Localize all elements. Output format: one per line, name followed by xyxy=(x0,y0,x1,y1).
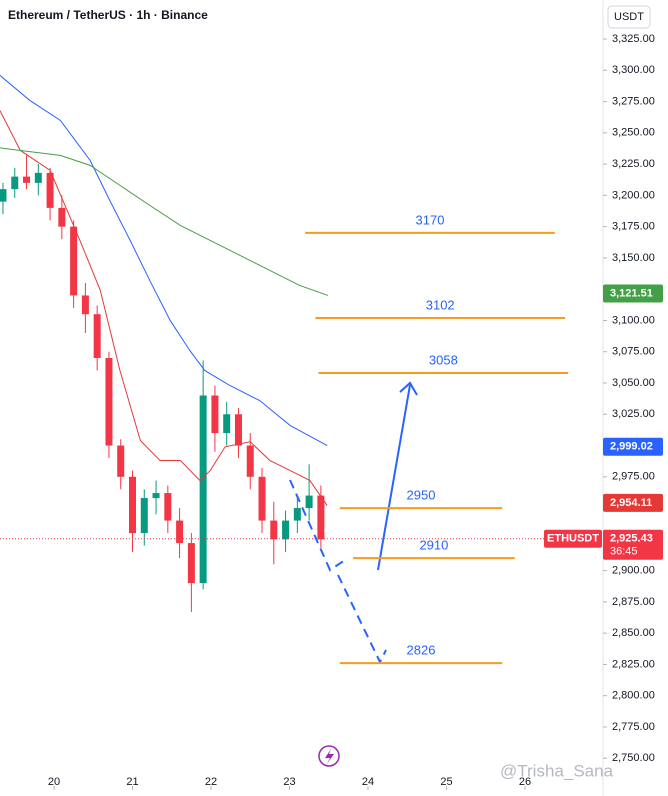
chart-title: Ethereum / TetherUS · 1h · Binance xyxy=(8,8,208,22)
candle-body xyxy=(46,172,54,208)
candle-body xyxy=(70,226,78,296)
candle-body xyxy=(128,476,136,534)
level-label: 3170 xyxy=(416,212,445,227)
y-tick-label: 2,875.00 xyxy=(612,596,655,608)
level-label: 2910 xyxy=(419,538,448,553)
candle-body xyxy=(234,414,242,446)
y-tick-label: 3,250.00 xyxy=(612,127,655,139)
last-price-label: 2,925.43 xyxy=(610,533,653,545)
candle-body xyxy=(93,314,101,358)
y-tick-label: 3,025.00 xyxy=(612,408,655,420)
last-price-tag xyxy=(603,529,663,560)
candle-body xyxy=(258,476,266,521)
moving-average-line xyxy=(0,147,329,296)
candle-body xyxy=(34,172,42,183)
symbol-tag xyxy=(544,529,602,548)
x-tick-label: 24 xyxy=(362,776,374,788)
candle-body xyxy=(117,445,125,477)
candle-body xyxy=(152,493,160,499)
y-tick-label: 2,775.00 xyxy=(612,721,655,733)
price-tag xyxy=(603,284,663,303)
y-tick-label: 3,175.00 xyxy=(612,221,655,233)
y-tick-label: 2,750.00 xyxy=(612,752,655,764)
x-tick-label: 20 xyxy=(48,776,60,788)
candle-body xyxy=(211,395,219,434)
y-tick-label: 2,800.00 xyxy=(612,690,655,702)
y-tick-label: 3,200.00 xyxy=(612,189,655,201)
y-tick-label: 3,150.00 xyxy=(612,252,655,264)
candle-body xyxy=(81,295,89,315)
candle-body xyxy=(140,498,148,534)
candle-body xyxy=(223,414,231,434)
price-tag-label: 2,999.02 xyxy=(610,441,653,453)
watermark: @Trisha_Sana xyxy=(500,761,614,780)
candle-body xyxy=(105,357,113,446)
price-tag-label: 3,121.51 xyxy=(610,287,653,299)
y-tick-label: 2,825.00 xyxy=(612,658,655,670)
currency-label: USDT xyxy=(614,11,644,23)
moving-average-line xyxy=(0,110,328,506)
candle-body xyxy=(0,189,7,202)
candle-body xyxy=(164,493,172,521)
y-tick-label: 3,100.00 xyxy=(612,314,655,326)
y-tick-label: 3,300.00 xyxy=(612,64,655,76)
level-label: 3058 xyxy=(429,352,458,367)
up-arrow xyxy=(377,384,411,571)
x-tick-label: 23 xyxy=(283,776,295,788)
y-tick-label: 2,900.00 xyxy=(612,565,655,577)
level-label: 2950 xyxy=(407,488,436,503)
x-tick-label: 22 xyxy=(205,776,217,788)
up-arrow-head xyxy=(399,381,418,396)
y-tick-label: 3,275.00 xyxy=(612,95,655,107)
y-tick-label: 3,325.00 xyxy=(612,33,655,45)
x-tick-label: 21 xyxy=(126,776,138,788)
candle-body xyxy=(246,445,254,477)
candle-body xyxy=(187,543,195,584)
candle-body xyxy=(293,508,301,521)
candle-body xyxy=(23,176,31,183)
symbol-label: ETHUSDT xyxy=(547,533,599,545)
dashed-path xyxy=(289,479,346,572)
y-tick-label: 3,225.00 xyxy=(612,158,655,170)
candle-body xyxy=(11,176,19,190)
candle-body xyxy=(58,207,66,227)
price-tag-label: 2,954.11 xyxy=(610,497,652,509)
y-tick-label: 3,050.00 xyxy=(612,377,655,389)
moving-average-line xyxy=(0,74,328,446)
candle-body xyxy=(270,520,278,540)
candle-body xyxy=(317,495,325,540)
y-tick-label: 2,850.00 xyxy=(612,627,655,639)
dashed-path xyxy=(337,574,387,665)
y-tick-label: 2,975.00 xyxy=(612,471,655,483)
plot-area xyxy=(0,74,603,612)
candle-body xyxy=(199,395,207,584)
projection-arrows xyxy=(289,381,418,665)
level-label: 3102 xyxy=(426,297,455,312)
currency-box[interactable] xyxy=(607,5,651,29)
y-tick-label: 3,075.00 xyxy=(612,346,655,358)
price-tag xyxy=(603,493,663,512)
candle-body xyxy=(282,520,290,540)
last-price-timer: 36:45 xyxy=(610,546,638,558)
level-label: 2826 xyxy=(407,643,436,658)
candle-body xyxy=(176,520,184,544)
price-tag xyxy=(603,437,663,456)
x-tick-label: 26 xyxy=(519,776,531,788)
logo-bolt xyxy=(325,749,334,764)
candle-body xyxy=(305,495,313,509)
x-tick-label: 25 xyxy=(440,776,452,788)
